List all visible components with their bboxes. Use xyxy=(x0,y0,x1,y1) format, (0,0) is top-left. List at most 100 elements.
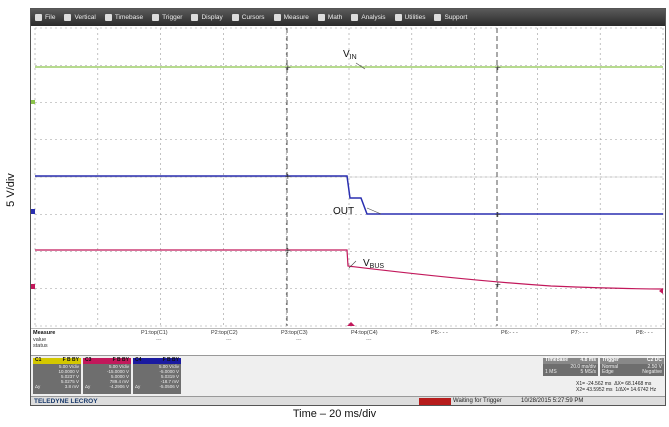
brand-logo: TELEDYNE LECROY xyxy=(34,398,98,405)
ch-marker-vin xyxy=(31,100,35,104)
channel-row: 5.00 V/div xyxy=(58,364,79,369)
vbus-label: VBUS xyxy=(363,258,385,270)
waveform-svg: + + + + + + xyxy=(31,27,664,327)
timebase-descriptor[interactable]: Timebase 4.8 ms 20.0 ms/div 1 MS 5 MS/s xyxy=(543,357,598,376)
utilities-icon xyxy=(394,14,402,21)
math-icon xyxy=(317,14,325,21)
measure-param-8[interactable]: P8:- - - xyxy=(636,330,653,336)
channel-tag: C4 F B BY xyxy=(133,357,181,364)
date-time: 10/28/2015 5:27:59 PM xyxy=(521,398,584,404)
display-icon xyxy=(191,14,199,21)
trigger-status-text: Waiting for Trigger xyxy=(453,398,502,404)
measure-value-2: --- xyxy=(226,337,232,343)
menu-item-trigger[interactable]: Trigger xyxy=(152,14,182,21)
ch-marker-out xyxy=(31,209,35,214)
channel-row: 5.0000 V xyxy=(110,374,129,379)
status-bar: TELEDYNE LECROY Waiting for Trigger 10/2… xyxy=(31,396,665,405)
channel-row: -18.7 mV xyxy=(160,379,179,384)
channel-row: 5.00 V/div xyxy=(158,364,179,369)
measure-param-2[interactable]: P2:top(C2) xyxy=(211,330,238,336)
menu-item-label: File xyxy=(45,14,56,21)
channel-row: 5.0319 V xyxy=(160,374,179,379)
measure-param-6[interactable]: P6:- - - xyxy=(501,330,518,336)
menu-item-label: Support xyxy=(444,14,468,21)
channel-row: -5.0000 V xyxy=(159,369,179,374)
measure-param-3[interactable]: P3:top(C3) xyxy=(281,330,308,336)
vbus-trace xyxy=(35,249,664,290)
menu-item-display[interactable]: Display xyxy=(191,14,223,21)
menu-item-analysis[interactable]: Analysis xyxy=(351,14,386,21)
channel-row: Δy -5.0506 V xyxy=(135,384,179,389)
menu-item-label: Cursors xyxy=(241,14,265,21)
menu-bar: File Vertical Timebase Trigger Display Cursor… xyxy=(31,9,665,26)
menu-item-label: Math xyxy=(327,14,343,21)
measure-param-4[interactable]: P4:top(C4) xyxy=(351,330,378,336)
channel-row: Δy 3.8 mV xyxy=(35,384,79,389)
menu-item-label: Timebase xyxy=(114,14,144,21)
trigger-icon xyxy=(152,14,160,21)
file-icon xyxy=(35,14,42,21)
menu-item-label: Utilities xyxy=(404,14,426,21)
channel-descriptor-c4[interactable]: C4 F B BY 5.00 V/div -5.0000 V 5.0319 V -18.7… xyxy=(133,358,181,394)
menu-item-label: Trigger xyxy=(162,14,183,21)
measure-table: Measure value status P1:top(C1) P2:top(C2) P… xyxy=(31,328,665,355)
menu-item-label: Measure xyxy=(283,14,309,21)
cursor-marker: + xyxy=(495,63,502,72)
channel-row: 5.0237 V xyxy=(60,374,79,379)
waveform-grid[interactable]: + + + + + + VIN OUT VBUS xyxy=(31,26,665,328)
measure-row-label: status xyxy=(33,343,48,349)
channel-row: 5.00 V/div xyxy=(108,364,129,369)
y-axis-label: 5 V/div xyxy=(5,173,18,207)
x-axis-label: Time – 20 ms/div xyxy=(292,408,377,420)
menu-item-cursors[interactable]: Cursors xyxy=(231,14,265,21)
cursor-readout: X1= -24.562 ms ΔX= 68.1468 ms X2= 43.595… xyxy=(576,381,657,393)
measure-row-labels: Measure value status xyxy=(33,330,55,350)
measure-value-3: --- xyxy=(296,337,302,343)
measure-row-label: value xyxy=(33,336,47,343)
measure-value-4: --- xyxy=(366,337,372,343)
vbus-leader xyxy=(348,260,357,269)
menu-item-file[interactable]: File xyxy=(35,14,55,21)
menu-item-label: Vertical xyxy=(74,14,96,21)
channel-tag: C3 F B BY xyxy=(83,357,131,364)
trigger-marker xyxy=(347,322,355,326)
out-leader xyxy=(366,207,382,215)
menu-item-label: Display xyxy=(201,14,223,21)
measure-param-7[interactable]: P7:- - - xyxy=(571,330,588,336)
oscilloscope-window: File Vertical Timebase Trigger Display Cursor… xyxy=(30,8,666,406)
out-label: OUT xyxy=(333,206,355,217)
cursor-marker: + xyxy=(495,280,502,289)
channel-row: 5.0275 V xyxy=(60,379,79,384)
vin-label: VIN xyxy=(343,49,357,61)
ch-marker-vbus xyxy=(31,284,35,289)
channel-descriptor-c3[interactable]: C3 F B BY 5.00 V/div -15.0000 V 5.0000 V 789.… xyxy=(83,358,131,394)
channel-row: 789.4 mV xyxy=(109,379,129,384)
measure-value-1: --- xyxy=(156,337,162,343)
menu-item-timebase[interactable]: Timebase xyxy=(104,14,144,21)
timebase-icon xyxy=(104,14,112,21)
channel-descriptor-c1[interactable]: C1 F B BY 5.00 V/div 10.0000 V 5.0237 V 5.027… xyxy=(33,358,81,394)
measure-row-label: Measure xyxy=(33,330,56,336)
cursors-icon xyxy=(231,14,239,21)
measure-param-5[interactable]: P5:- - - xyxy=(431,330,448,336)
vertical-icon xyxy=(64,14,72,21)
analysis-icon xyxy=(351,14,359,21)
menu-item-measure[interactable]: Measure xyxy=(273,14,309,21)
cursor-marker: + xyxy=(285,172,292,181)
menu-item-utilities[interactable]: Utilities xyxy=(394,14,426,21)
channel-panel: Timebase 4.8 ms 20.0 ms/div 1 MS 5 MS/s Tr… xyxy=(31,355,665,396)
cursor-marker: + xyxy=(285,246,292,255)
measure-param-1[interactable]: P1:top(C1) xyxy=(141,330,168,336)
vin-leader xyxy=(355,62,366,70)
y-axis-label-container: 5 V/div xyxy=(2,120,20,260)
menu-item-label: Analysis xyxy=(361,14,386,21)
measure-icon xyxy=(273,14,281,21)
menu-item-math[interactable]: Math xyxy=(317,14,343,21)
channel-row: 10.0000 V xyxy=(58,369,79,374)
menu-item-support[interactable]: Support xyxy=(434,14,467,21)
channel-row: Δy -4.2906 V xyxy=(85,384,129,389)
trigger-descriptor[interactable]: Trigger C2 DC Normal 2.50 V Edge Negative xyxy=(600,357,664,376)
menu-item-vertical[interactable]: Vertical xyxy=(64,14,96,21)
channel-row: -15.0000 V xyxy=(106,369,129,374)
support-icon xyxy=(434,14,442,21)
